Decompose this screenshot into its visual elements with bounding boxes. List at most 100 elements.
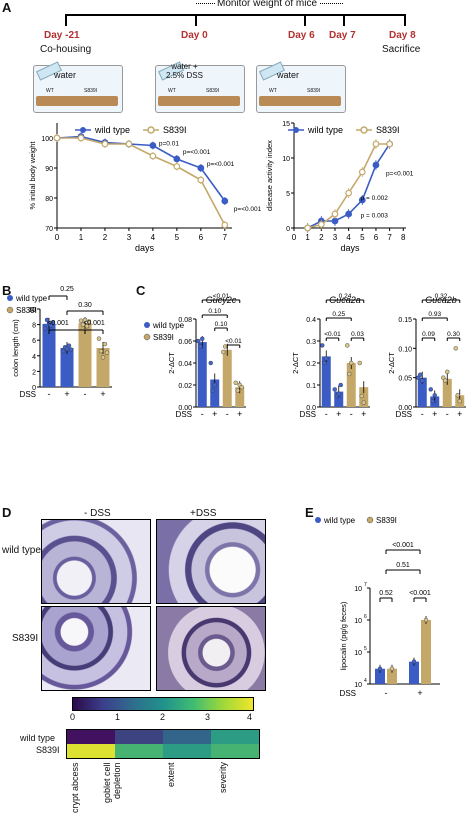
colon-chart-data-point xyxy=(48,323,54,328)
timeline-line xyxy=(65,14,405,16)
gucy2c-chart-bar xyxy=(210,379,220,407)
colon-chart-data-point xyxy=(86,319,92,324)
gucy2c-chart-data-point xyxy=(196,338,201,344)
heatmap-cell xyxy=(115,730,163,744)
gucy2c-chart-pvalue: 0.10 xyxy=(215,321,228,328)
colon-chart-data-point xyxy=(82,317,88,323)
lipocalin-pvalue: 0.51 xyxy=(396,562,410,569)
sacrifice-label: Sacrifice xyxy=(382,44,421,55)
weight-data-point xyxy=(53,134,61,142)
dai-pvalue: p = 0.002 xyxy=(361,195,389,202)
colon-chart-data-point xyxy=(42,326,48,331)
gucy2c-chart-data-point xyxy=(233,380,238,385)
lipocalin-y-tick-exp: 7 xyxy=(364,582,367,588)
colon-chart-dss-tick: - xyxy=(48,389,51,399)
gucy2c-chart-dss-tick: + xyxy=(237,409,242,419)
weight-data-point xyxy=(197,176,205,184)
guca2a-chart-dss-tick: + xyxy=(336,409,341,419)
gucy2c-chart-y-tick-label: 0.02 xyxy=(178,383,192,390)
guca2b-chart-dss-tick: - xyxy=(446,409,449,419)
dai-chart-legend-s839-label: S839I xyxy=(376,125,400,135)
guca2a-chart-bar xyxy=(334,391,344,407)
gucy2c-chart-bar xyxy=(197,342,207,407)
heatmap-cell xyxy=(67,730,115,744)
panel-label-e: E xyxy=(305,505,314,520)
gucy2c-chart-bar xyxy=(235,387,245,407)
gucy2c-chart-y-tick-label: 0.00 xyxy=(178,405,192,412)
guca2b-chart-data-point xyxy=(432,393,437,398)
guca2a-chart-dss-tick: + xyxy=(361,409,366,419)
guca2b-chart-dss-tick: + xyxy=(457,409,462,419)
colon-chart-y-tick-label: 6 xyxy=(32,338,36,345)
colon-pvalue: 0.25 xyxy=(60,286,74,293)
colon-chart-data-point xyxy=(68,347,74,352)
weight-series-line xyxy=(56,135,226,202)
weight-chart-x-tick-label: 6 xyxy=(199,233,204,242)
timeline-tick xyxy=(343,14,345,26)
weight-data-point xyxy=(77,134,85,142)
weight-data-point xyxy=(101,140,109,148)
cage-wt-label: WT xyxy=(269,88,277,94)
lipocalin-dss-tick: + xyxy=(417,688,422,698)
guca2b-chart-dss-tick: + xyxy=(432,409,437,419)
colon-pvalue: <0.001 xyxy=(83,320,105,327)
cage-s839-label: S839I xyxy=(84,88,98,94)
gucy2c-chart-dss-tick: + xyxy=(212,409,217,419)
cohousing-label: Co-housing xyxy=(40,44,92,55)
heatmap-cell xyxy=(211,730,259,744)
lipocalin-y-tick-exp: 5 xyxy=(364,646,367,652)
guca2a-chart-y-tick-label: 0.0 xyxy=(306,405,316,412)
histology-image-wt-control xyxy=(41,519,151,604)
weight-series-line xyxy=(57,137,226,226)
dai-pvalue: p = 0.003 xyxy=(361,213,389,220)
weight-pvalue: p=<0.001 xyxy=(207,161,235,168)
guca2a-chart-y-tick-label: 0.4 xyxy=(306,317,316,324)
cage-s839-label: S839I xyxy=(206,88,220,94)
monitor-label: Monitor weight of mice xyxy=(215,0,320,9)
colon-chart-dss-tick: - xyxy=(84,389,87,399)
colon-chart-bar xyxy=(78,323,92,387)
heatmap-cell xyxy=(163,744,211,758)
weight-data-point xyxy=(221,221,229,229)
colon-pvalue: <0.001 xyxy=(47,320,69,327)
cage-wt-label: WT xyxy=(168,88,176,94)
histo-col-label: +DSS xyxy=(190,508,217,519)
lipocalin-chart-legend-s839-marker xyxy=(366,516,374,524)
colon-chart-data-point xyxy=(60,348,66,354)
guca2b-chart-dss-tick: - xyxy=(421,409,424,419)
timeline-tick xyxy=(404,14,406,26)
dai-chart-x-tick-label: 3 xyxy=(333,233,338,242)
histology-image-s839-dss xyxy=(156,606,266,691)
guca2b-chart-y-tick-label: 0.05 xyxy=(398,376,412,383)
dai-data-point xyxy=(331,210,339,218)
lipocalin-data-point xyxy=(377,666,383,671)
dai-chart-x-tick-label: 8 xyxy=(401,233,406,242)
guca2a-chart-dss-label: DSS xyxy=(300,410,316,419)
gene-chart-legend-wt-label: wild type xyxy=(152,321,185,330)
guca2b-chart-data-point xyxy=(445,369,450,374)
dai-chart-x-tick-label: 4 xyxy=(346,233,351,242)
guca2b-chart-data-point xyxy=(418,372,423,377)
panel-label-a: A xyxy=(2,0,12,15)
lipocalin-bar xyxy=(421,620,431,684)
guca2a-chart-pvalue: <0.01 xyxy=(324,331,341,338)
guca2b-chart-dss-label: DSS xyxy=(396,410,412,419)
cage: water + 2.5% DSS WT S839I xyxy=(155,61,245,113)
lipocalin-y-tick-label: 10 xyxy=(354,682,362,689)
guca2a-chart-dss-tick: - xyxy=(325,409,328,419)
day-label: Day -21 xyxy=(44,30,80,41)
guca2a-chart-data-point xyxy=(338,382,343,388)
colon-chart-bar xyxy=(60,348,74,387)
guca2a-chart-data-point xyxy=(347,371,352,377)
gucy2c-chart-pvalue: <0.01 xyxy=(213,293,230,300)
colon-chart-data-point xyxy=(44,317,50,323)
day-label: Day 7 xyxy=(329,30,356,41)
histo-row-label: wild type xyxy=(2,545,41,556)
guca2a-chart-data-point xyxy=(332,387,337,392)
colorbar-tick: 4 xyxy=(247,712,253,722)
lipocalin-bar xyxy=(375,668,385,684)
colorbar-tick: 2 xyxy=(160,712,166,722)
dai-chart-x-tick-label: 5 xyxy=(360,233,365,242)
dai-chart-x-tick-label: 6 xyxy=(374,233,379,242)
